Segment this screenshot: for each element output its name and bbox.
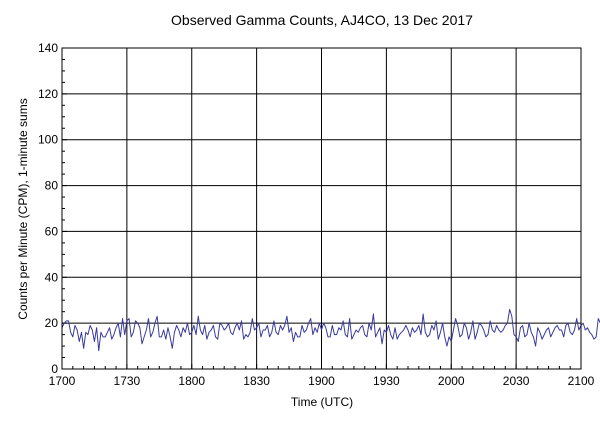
y-tick-label: 120 xyxy=(38,87,58,101)
x-tick-label: 2000 xyxy=(438,374,465,388)
y-tick-label: 100 xyxy=(38,133,58,147)
y-tick-label: 80 xyxy=(45,179,59,193)
x-tick-label: 1930 xyxy=(373,374,400,388)
plot-area: 1700 1730 1800 1830 1900 1930 2000 2030 2100 0 20 4… xyxy=(38,41,600,388)
x-tick-label: 1700 xyxy=(49,374,76,388)
y-tick-label: 60 xyxy=(45,224,59,238)
x-tick-label: 2030 xyxy=(503,374,530,388)
x-tick-label: 1800 xyxy=(178,374,205,388)
y-tick-label: 20 xyxy=(45,316,59,330)
x-tick-label: 1730 xyxy=(114,374,141,388)
x-axis-label: Time (UTC) xyxy=(291,395,353,409)
series-line xyxy=(61,308,600,352)
y-tick-label: 0 xyxy=(51,362,58,376)
x-tick-label: 2100 xyxy=(568,374,595,388)
plot-frame xyxy=(61,47,582,370)
x-tick-label: 1830 xyxy=(243,374,270,388)
x-tick-label: 1900 xyxy=(308,374,335,388)
chart-title: Observed Gamma Counts, AJ4CO, 13 Dec 201… xyxy=(171,12,473,28)
y-tick-label: 40 xyxy=(45,270,59,284)
y-axis-label: Counts per Minute (CPM), 1-minute sums xyxy=(16,98,30,319)
y-tick-label: 140 xyxy=(38,41,58,55)
